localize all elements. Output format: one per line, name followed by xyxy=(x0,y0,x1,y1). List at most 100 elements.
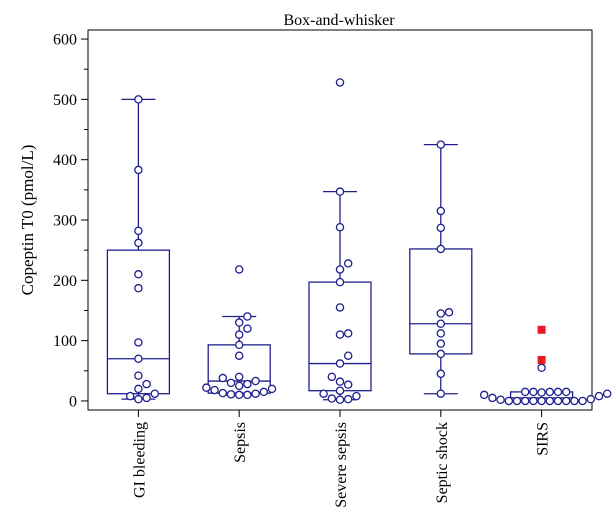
data-point xyxy=(512,396,522,406)
data-point xyxy=(496,395,505,404)
data-point xyxy=(561,387,571,397)
data-point xyxy=(436,309,446,318)
data-point xyxy=(134,384,143,394)
data-point xyxy=(537,388,546,397)
data-point xyxy=(226,378,236,388)
data-point xyxy=(134,338,143,347)
y-tick-label: 100 xyxy=(53,333,77,350)
x-axis: GI bleeding Sepsis Severe sepsis Septic sho… xyxy=(131,410,552,508)
y-tick-label: 500 xyxy=(53,92,77,109)
data-point xyxy=(343,394,353,404)
data-point xyxy=(218,373,228,383)
data-point xyxy=(134,238,143,248)
data-point xyxy=(602,389,612,398)
data-point xyxy=(335,359,345,368)
data-point xyxy=(234,265,244,274)
data-point xyxy=(327,394,337,403)
data-point xyxy=(125,391,135,401)
data-point xyxy=(537,396,546,406)
data-point xyxy=(436,339,446,348)
box-group xyxy=(308,78,372,404)
chart-title: Box-and-whisker xyxy=(283,12,395,29)
data-point xyxy=(234,330,244,339)
data-point xyxy=(243,312,252,321)
data-point xyxy=(504,396,514,406)
data-point xyxy=(343,351,353,360)
data-point xyxy=(335,303,345,312)
data-point xyxy=(134,371,143,380)
data-point xyxy=(335,330,345,339)
box-group xyxy=(202,265,277,400)
data-point xyxy=(586,394,596,404)
data-point xyxy=(444,308,454,317)
data-point xyxy=(488,393,497,403)
data-point xyxy=(150,389,160,398)
data-point xyxy=(545,387,555,397)
data-point xyxy=(234,318,244,327)
data-point xyxy=(520,396,530,406)
x-tick-label: Sepsis xyxy=(232,422,249,463)
x-tick-label: Septic shock xyxy=(434,422,451,503)
data-point xyxy=(234,381,244,391)
data-point xyxy=(202,383,211,392)
data-point xyxy=(218,388,228,398)
data-point xyxy=(243,324,252,333)
y-tick-label: 600 xyxy=(53,32,77,49)
box-group xyxy=(409,140,473,398)
data-point xyxy=(436,244,446,254)
outlier-marker xyxy=(537,325,546,334)
data-point xyxy=(436,223,446,233)
data-point xyxy=(578,396,587,406)
data-point xyxy=(529,387,538,397)
data-point xyxy=(520,387,530,397)
data-point xyxy=(335,187,345,196)
y-tick-label: 400 xyxy=(53,152,77,169)
data-point xyxy=(553,396,563,406)
x-tick-label: SIRS xyxy=(535,422,552,456)
data-point xyxy=(234,372,244,382)
data-point xyxy=(234,390,244,400)
data-point xyxy=(436,329,446,338)
data-point xyxy=(319,389,328,398)
data-point xyxy=(134,95,143,104)
data-point xyxy=(327,372,337,382)
data-point xyxy=(436,206,446,216)
data-point xyxy=(335,386,345,395)
y-axis: 0 100 200 300 400 500 600 xyxy=(53,32,88,410)
box xyxy=(409,248,473,355)
y-tick-label: 300 xyxy=(53,213,77,230)
data-point xyxy=(529,396,538,406)
data-point xyxy=(142,393,151,403)
data-point xyxy=(343,380,353,389)
data-point xyxy=(243,390,252,400)
data-point xyxy=(436,319,446,328)
data-point xyxy=(251,376,260,386)
data-point xyxy=(561,396,571,406)
data-point xyxy=(335,277,345,287)
data-point xyxy=(537,363,546,373)
data-point xyxy=(134,226,143,236)
data-point xyxy=(210,385,219,395)
data-point xyxy=(479,390,489,400)
y-axis-label: Copeptin T0 (pmol/L) xyxy=(18,145,37,296)
data-point xyxy=(134,394,143,404)
data-point xyxy=(234,351,244,360)
box-group xyxy=(106,95,171,404)
data-point xyxy=(436,349,446,359)
data-point xyxy=(134,283,143,293)
data-point xyxy=(335,395,345,404)
x-tick-label: Severe sepsis xyxy=(333,422,350,508)
box-group xyxy=(479,325,612,406)
data-point xyxy=(134,165,143,175)
data-point xyxy=(134,354,143,363)
data-point xyxy=(335,377,345,386)
data-point xyxy=(352,391,361,401)
data-point xyxy=(545,396,555,406)
data-point xyxy=(436,140,446,149)
data-point xyxy=(226,390,236,399)
x-tick-label: GI bleeding xyxy=(131,422,148,498)
data-point xyxy=(335,222,345,232)
y-tick-label: 200 xyxy=(53,273,77,290)
data-point xyxy=(234,340,244,350)
